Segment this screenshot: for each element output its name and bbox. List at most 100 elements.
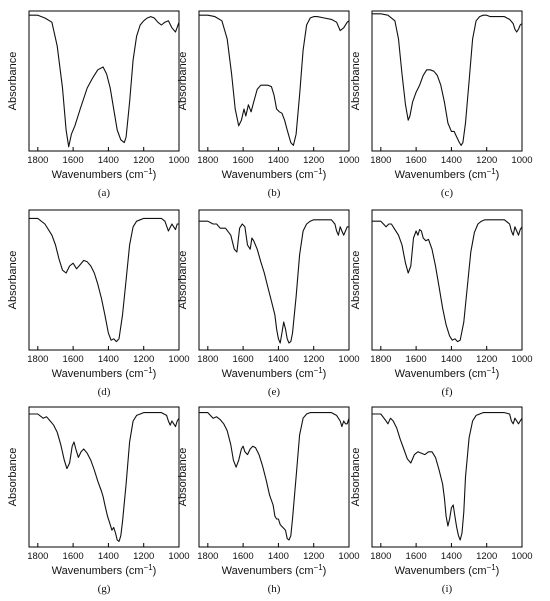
x-axis-label-main: Wavenumbers (cm (52, 169, 144, 181)
plot-frame (198, 209, 350, 351)
y-axis-label: Absorbance (350, 448, 362, 507)
x-axis-label-main: Wavenumbers (cm (222, 368, 314, 380)
x-tick-label: 1800 (197, 354, 218, 365)
x-axis-label: Wavenumbers (cm−1) (395, 563, 500, 577)
x-tick-label: 1400 (268, 354, 289, 365)
spectrum-line (199, 412, 350, 541)
x-axis-label-sup: −1 (144, 563, 154, 572)
x-axis-label-main: Wavenumbers (cm (222, 565, 314, 577)
x-tick-label: 1600 (406, 551, 427, 562)
x-axis-label-main: Wavenumbers (cm (395, 368, 487, 380)
y-axis-label: Absorbance (350, 52, 362, 111)
x-tick-label: 1200 (476, 155, 497, 166)
panel-b: 1800 1600 1400 1200 1000 Wavenumbers (cm−1) Ab… (177, 10, 360, 199)
x-tick-label: 1400 (268, 551, 289, 562)
y-axis-label: Absorbance (7, 448, 19, 507)
panel-e: 1800 1600 1400 1200 1000 Wavenumbers (cm−1) Ab… (177, 209, 360, 398)
x-tick-label: 1400 (441, 155, 462, 166)
x-axis-label-close: ) (496, 565, 500, 577)
x-axis-label: Wavenumbers (cm−1) (52, 366, 157, 380)
spectrum-line (372, 219, 523, 343)
x-tick-label: 1600 (406, 155, 427, 166)
x-axis-label: Wavenumbers (cm−1) (222, 366, 327, 380)
x-tick-label: 1200 (303, 354, 324, 365)
x-tick-label: 1000 (338, 551, 359, 562)
spectrum-line (372, 412, 523, 541)
x-tick-label: 1800 (27, 354, 48, 365)
x-tick-label: 1000 (338, 155, 359, 166)
x-axis-label-close: ) (323, 565, 327, 577)
y-axis-label: Absorbance (177, 52, 189, 111)
panel-f: 1800 1600 1400 1200 1000 Wavenumbers (cm−1) Ab… (350, 209, 533, 398)
panel-label: (g) (98, 583, 111, 595)
x-tick-label: 1000 (338, 354, 359, 365)
x-tick-label: 1200 (133, 551, 154, 562)
y-axis-label: Absorbance (7, 52, 19, 111)
x-tick-label: 1800 (370, 155, 391, 166)
x-tick-label: 1800 (197, 155, 218, 166)
x-tick-label: 1800 (197, 551, 218, 562)
x-tick-label: 1800 (370, 354, 391, 365)
panel-a: 1800 1600 1400 1200 1000 Wavenumbers (cm−1) Ab… (7, 10, 190, 199)
plot-frame (371, 209, 523, 351)
x-axis-label-sup: −1 (314, 167, 324, 176)
x-tick-label: 1000 (511, 551, 532, 562)
x-tick-label: 1200 (476, 354, 497, 365)
x-axis-label-sup: −1 (144, 167, 154, 176)
x-tick-label: 1200 (133, 155, 154, 166)
x-axis-label-sup: −1 (487, 366, 497, 375)
x-tick-label: 1600 (63, 155, 84, 166)
x-axis-label-main: Wavenumbers (cm (52, 565, 144, 577)
x-tick-label: 1000 (168, 551, 189, 562)
x-tick-label: 1600 (233, 155, 254, 166)
x-tick-label: 1200 (303, 551, 324, 562)
x-axis-label-sup: −1 (144, 366, 154, 375)
spectrum-line (372, 13, 523, 146)
plot-frame (198, 406, 350, 548)
x-axis-label: Wavenumbers (cm−1) (395, 167, 500, 181)
plot-frame (198, 10, 350, 152)
x-axis-label: Wavenumbers (cm−1) (52, 563, 157, 577)
y-axis-label: Absorbance (177, 251, 189, 310)
x-axis-label: Wavenumbers (cm−1) (395, 366, 500, 380)
x-tick-label: 1000 (511, 155, 532, 166)
x-tick-label: 1000 (168, 354, 189, 365)
plot-frame (28, 406, 180, 548)
x-tick-label: 1200 (303, 155, 324, 166)
x-tick-label: 1600 (406, 354, 427, 365)
x-axis-label-sup: −1 (314, 563, 324, 572)
plot-frame (28, 10, 180, 152)
panel-label: (c) (441, 187, 454, 199)
panel-label: (e) (268, 386, 281, 398)
x-tick-label: 1600 (63, 354, 84, 365)
panel-label: (i) (442, 583, 453, 595)
panel-g: 1800 1600 1400 1200 1000 Wavenumbers (cm−1) Ab… (7, 406, 190, 595)
spectrum-line (199, 14, 350, 146)
spectrum-line (29, 217, 179, 343)
panel-h: 1800 1600 1400 1200 1000 Wavenumbers (cm−1) Ab… (177, 406, 360, 595)
x-tick-label: 1000 (511, 354, 532, 365)
plot-frame (28, 209, 180, 351)
panel-c: 1800 1600 1400 1200 1000 Wavenumbers (cm−1) Ab… (350, 10, 533, 199)
x-axis-label-close: ) (496, 169, 500, 181)
x-axis-label-sup: −1 (314, 366, 324, 375)
plot-frame (371, 10, 523, 152)
x-axis-label-close: ) (153, 565, 157, 577)
y-axis-label: Absorbance (350, 251, 362, 310)
x-axis-label-sup: −1 (487, 167, 497, 176)
x-tick-label: 1800 (370, 551, 391, 562)
spectrum-line (199, 219, 349, 344)
x-tick-label: 1800 (27, 551, 48, 562)
spectrum-line (29, 14, 180, 148)
x-tick-label: 1400 (98, 551, 119, 562)
plot-frame (371, 406, 523, 548)
x-tick-label: 1800 (27, 155, 48, 166)
x-axis-label-main: Wavenumbers (cm (395, 169, 487, 181)
panel-d: 1800 1600 1400 1200 1000 Wavenumbers (cm−1) Ab… (7, 209, 190, 398)
x-tick-label: 1400 (441, 354, 462, 365)
x-axis-label-main: Wavenumbers (cm (52, 368, 144, 380)
x-tick-label: 1000 (168, 155, 189, 166)
panel-label: (d) (98, 386, 111, 398)
